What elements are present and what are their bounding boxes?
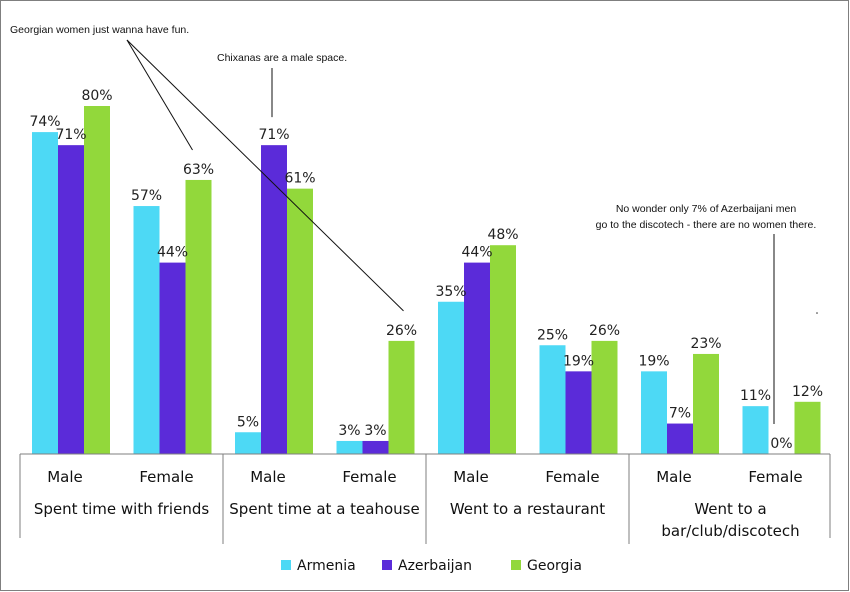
- data-label-georgia-2: 61%: [284, 171, 315, 187]
- annotations-layer: Georgian women just wanna have fun. Chixa…: [10, 24, 818, 424]
- bar-georgia-4: [490, 245, 516, 454]
- category-axis: Male Female Male Female Male Female Male Female…: [19, 453, 831, 544]
- bar-georgia-3: [388, 340, 415, 454]
- tick-label-4: Male: [453, 468, 489, 486]
- bar-georgia-7: [794, 401, 821, 454]
- data-label-azerbaijan-0: 71%: [55, 127, 86, 143]
- data-label-georgia-5: 26%: [589, 323, 620, 339]
- bar-armenia-5: [539, 345, 566, 454]
- data-label-azerbaijan-4: 44%: [461, 245, 492, 261]
- legend-label-georgia: Georgia: [527, 558, 582, 574]
- data-label-georgia-1: 63%: [183, 162, 214, 178]
- data-label-armenia-0: 74%: [29, 114, 60, 130]
- data-label-armenia-7: 11%: [740, 388, 771, 404]
- data-label-armenia-6: 19%: [638, 353, 669, 369]
- stray-dot: [816, 312, 818, 314]
- tick-label-0: Male: [47, 468, 83, 486]
- bar-armenia-6: [641, 371, 667, 454]
- tick-label-5: Female: [545, 468, 599, 486]
- annotation-line-to-georgia-female-teahouse: [126, 39, 404, 312]
- data-label-armenia-1: 57%: [131, 188, 162, 204]
- legend: Armenia Azerbaijan Georgia: [281, 558, 582, 574]
- bar-armenia-3: [336, 440, 363, 454]
- legend-swatch-armenia: [281, 560, 291, 570]
- data-label-azerbaijan-1: 44%: [157, 245, 188, 261]
- data-label-georgia-7: 12%: [792, 384, 823, 400]
- legend-label-azerbaijan: Azerbaijan: [398, 558, 472, 574]
- data-label-georgia-3: 26%: [386, 323, 417, 339]
- data-label-azerbaijan-2: 71%: [258, 127, 289, 143]
- bar-azerbaijan-1: [159, 262, 186, 454]
- data-label-azerbaijan-3: 3%: [364, 423, 386, 439]
- tick-label-1: Female: [139, 468, 193, 486]
- bar-georgia-0: [84, 106, 110, 454]
- data-label-azerbaijan-5: 19%: [563, 353, 594, 369]
- bar-labels-layer: 74%71%80%57%44%63%5%71%61%3% 3%26%35%44%4…: [29, 88, 823, 452]
- group-label-3-0: Went to a: [694, 500, 766, 518]
- bar-armenia-2: [235, 432, 261, 454]
- data-label-georgia-0: 80%: [81, 88, 112, 104]
- group-label-2-0: Went to a restaurant: [450, 500, 605, 518]
- tick-label-6: Male: [656, 468, 692, 486]
- group-label-0-0: Spent time with friends: [34, 500, 210, 518]
- bar-azerbaijan-2: [261, 145, 287, 454]
- bar-azerbaijan-5: [565, 371, 592, 454]
- group-label-3-1: bar/club/discotech: [661, 522, 799, 540]
- bar-georgia-5: [591, 340, 618, 454]
- annotation-line-to-georgia-female-friends: [126, 39, 193, 151]
- legend-swatch-georgia: [511, 560, 521, 570]
- tick-label-3: Female: [342, 468, 396, 486]
- annotation-chixanas: Chixanas are a male space.: [217, 52, 347, 64]
- bar-armenia-1: [133, 206, 160, 454]
- legend-label-armenia: Armenia: [297, 558, 356, 574]
- bar-armenia-0: [32, 132, 58, 454]
- annotation-georgian-women: Georgian women just wanna have fun.: [10, 24, 189, 36]
- tick-label-7: Female: [748, 468, 802, 486]
- annotation-discotech-1: go to the discotech - there are no women…: [596, 219, 817, 231]
- bar-georgia-1: [185, 179, 212, 454]
- data-label-georgia-4: 48%: [487, 227, 518, 243]
- data-label-azerbaijan-7: 0%: [770, 436, 792, 452]
- bar-azerbaijan-3: [362, 440, 389, 454]
- bar-azerbaijan-6: [667, 423, 693, 454]
- annotation-discotech-0: No wonder only 7% of Azerbaijani men: [616, 203, 797, 215]
- bar-azerbaijan-4: [464, 262, 490, 454]
- bars-layer: [32, 106, 821, 454]
- data-label-georgia-6: 23%: [690, 336, 721, 352]
- bar-georgia-2: [287, 188, 313, 454]
- bar-georgia-6: [693, 353, 719, 454]
- bar-armenia-7: [742, 406, 769, 454]
- data-label-armenia-5: 25%: [537, 327, 568, 343]
- bar-azerbaijan-0: [58, 145, 84, 454]
- data-label-armenia-2: 5%: [237, 414, 259, 430]
- bar-armenia-4: [438, 301, 464, 454]
- data-label-azerbaijan-6: 7%: [669, 406, 691, 422]
- tick-label-2: Male: [250, 468, 286, 486]
- legend-swatch-azerbaijan: [382, 560, 392, 570]
- data-label-armenia-4: 35%: [435, 284, 466, 300]
- group-label-1-0: Spent time at a teahouse: [229, 500, 419, 518]
- data-label-armenia-3: 3%: [338, 423, 360, 439]
